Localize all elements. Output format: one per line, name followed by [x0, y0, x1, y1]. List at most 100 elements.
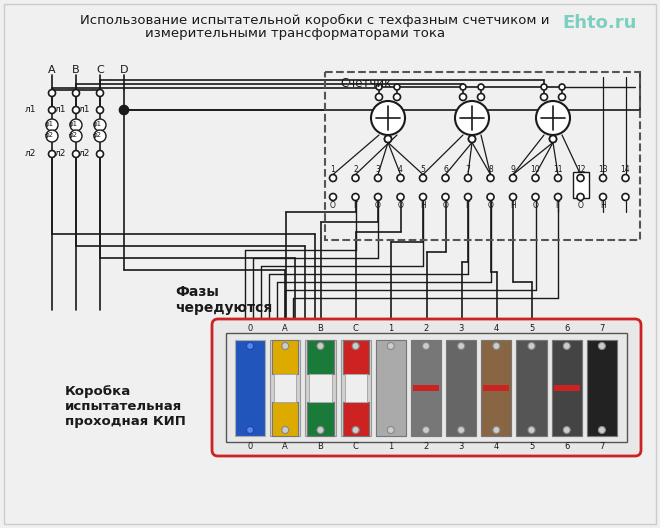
- Text: B: B: [317, 442, 323, 451]
- Circle shape: [622, 193, 629, 201]
- Circle shape: [563, 427, 570, 433]
- Text: л2: л2: [24, 149, 36, 158]
- Text: 4: 4: [398, 165, 403, 174]
- Circle shape: [554, 174, 562, 182]
- Bar: [341, 340, 371, 436]
- Circle shape: [387, 343, 394, 350]
- Bar: [517, 340, 546, 436]
- Circle shape: [317, 427, 324, 433]
- Text: φ1: φ1: [92, 121, 102, 127]
- Circle shape: [376, 93, 383, 100]
- Bar: [554, 385, 580, 391]
- Circle shape: [554, 193, 562, 201]
- Text: Н: Н: [510, 202, 516, 211]
- Text: C: C: [352, 442, 358, 451]
- Text: 1: 1: [388, 442, 393, 451]
- Bar: [411, 340, 441, 436]
- Circle shape: [70, 130, 82, 142]
- Bar: [308, 340, 333, 374]
- Circle shape: [442, 174, 449, 182]
- Circle shape: [352, 427, 359, 433]
- Circle shape: [469, 136, 475, 143]
- Bar: [272, 402, 298, 436]
- Circle shape: [393, 93, 401, 100]
- Bar: [572, 172, 589, 198]
- Circle shape: [420, 193, 426, 201]
- Text: 7: 7: [465, 165, 471, 174]
- Circle shape: [599, 193, 607, 201]
- Bar: [552, 340, 582, 436]
- Circle shape: [352, 343, 359, 350]
- Bar: [226, 333, 627, 442]
- Circle shape: [536, 101, 570, 135]
- Circle shape: [487, 174, 494, 182]
- Text: О: О: [375, 202, 381, 211]
- Text: Счетчик: Счетчик: [340, 77, 391, 90]
- Text: 10: 10: [531, 165, 541, 174]
- Text: 13: 13: [598, 165, 608, 174]
- Circle shape: [247, 343, 253, 350]
- Circle shape: [397, 174, 404, 182]
- Bar: [235, 340, 265, 436]
- Circle shape: [73, 150, 79, 157]
- Circle shape: [455, 101, 489, 135]
- Circle shape: [477, 93, 484, 100]
- Circle shape: [422, 343, 430, 350]
- Circle shape: [422, 427, 430, 433]
- Circle shape: [352, 174, 359, 182]
- Circle shape: [397, 193, 404, 201]
- Bar: [413, 385, 439, 391]
- Circle shape: [247, 427, 253, 433]
- Bar: [376, 340, 406, 436]
- Circle shape: [510, 193, 517, 201]
- Text: О: О: [443, 202, 448, 211]
- Text: 7: 7: [599, 324, 605, 333]
- Bar: [483, 385, 510, 391]
- Circle shape: [73, 107, 79, 114]
- Bar: [446, 340, 477, 436]
- Text: φ1: φ1: [69, 121, 78, 127]
- Text: 0: 0: [248, 442, 253, 451]
- Bar: [325, 72, 640, 240]
- Circle shape: [528, 427, 535, 433]
- Circle shape: [532, 193, 539, 201]
- Bar: [587, 340, 617, 436]
- Circle shape: [541, 84, 547, 90]
- Text: C: C: [352, 324, 358, 333]
- Circle shape: [48, 107, 55, 114]
- Circle shape: [46, 119, 58, 131]
- Circle shape: [510, 174, 517, 182]
- Text: 8: 8: [488, 165, 493, 174]
- Circle shape: [282, 343, 289, 350]
- Circle shape: [371, 101, 405, 135]
- Circle shape: [457, 427, 465, 433]
- Bar: [587, 340, 617, 436]
- Text: Использование испытательной коробки с техфазным счетчиком и: Использование испытательной коробки с те…: [81, 14, 550, 27]
- Text: Ehto.ru: Ehto.ru: [563, 14, 637, 32]
- Text: 6: 6: [443, 165, 448, 174]
- Circle shape: [119, 106, 129, 115]
- Circle shape: [577, 193, 584, 201]
- Circle shape: [385, 136, 391, 143]
- Bar: [308, 402, 333, 436]
- Text: 11: 11: [553, 165, 563, 174]
- Bar: [272, 340, 298, 374]
- Text: A: A: [48, 65, 56, 75]
- Circle shape: [282, 427, 289, 433]
- Circle shape: [96, 107, 104, 114]
- Circle shape: [465, 193, 471, 201]
- Circle shape: [70, 119, 82, 131]
- Circle shape: [376, 84, 382, 90]
- Text: φ2: φ2: [92, 132, 102, 138]
- Text: л2: л2: [79, 149, 90, 158]
- Bar: [343, 402, 369, 436]
- Text: 5: 5: [529, 442, 534, 451]
- Bar: [343, 340, 369, 374]
- Circle shape: [460, 84, 466, 90]
- Bar: [306, 340, 335, 436]
- Text: 9: 9: [511, 165, 515, 174]
- Circle shape: [599, 427, 605, 433]
- Text: B: B: [72, 65, 80, 75]
- Circle shape: [577, 174, 584, 182]
- Circle shape: [374, 193, 381, 201]
